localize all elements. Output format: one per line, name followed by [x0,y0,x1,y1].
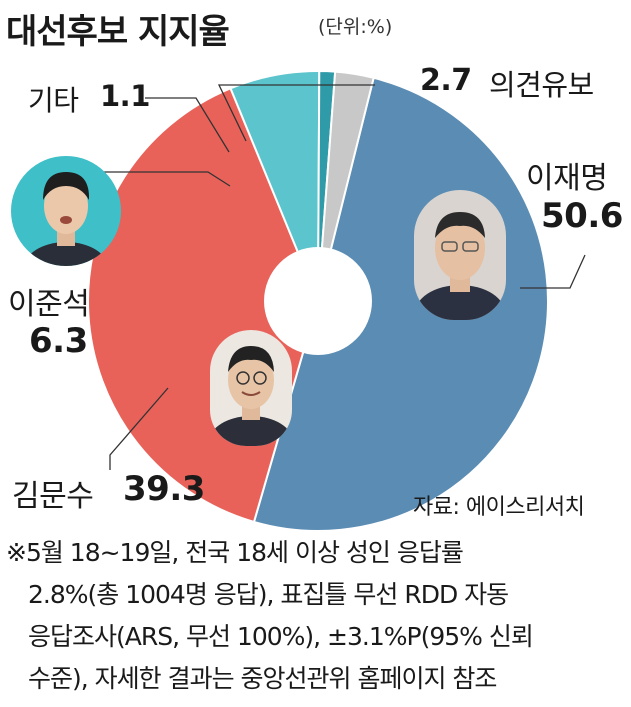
label-undecided-name: 의견유보 [489,68,594,102]
label-jun-name: 이준석 [8,287,90,322]
pie-slice [252,76,549,532]
label-undecided-value: 2.7 [420,63,472,98]
source-label: 자료: 에이스리서치 [413,495,585,520]
footnote: ※5월 18~19일, 전국 18세 이상 성인 응답률 2.8%(총 1004… [6,532,628,700]
donut-hole [264,247,372,355]
label-etc-name: 기타 [28,84,79,117]
leader-line-lee [520,254,586,289]
label-lee-value: 50.6 [541,196,623,236]
label-kim-value: 39.3 [123,469,205,509]
lee-photo [414,190,506,320]
unit-label: (단위:%) [318,16,393,38]
label-etc-value: 1.1 [100,79,150,113]
footnote-line: ※5월 18~19일, 전국 18세 이상 성인 응답률 [6,538,464,567]
pie-slice [317,70,375,302]
label-lee-name: 이재명 [526,161,608,196]
chart-title: 대선후보 지지율 [6,12,230,52]
label-kim-name: 김문수 [12,479,94,514]
kim-photo [210,330,292,446]
footnote-line: 수준), 자세한 결과는 중앙선관위 홈페이지 참조 [28,664,497,693]
footnote-line: 2.8%(총 1004명 응답), 표집틀 무선 RDD 자동 [28,580,509,609]
label-jun-value: 6.3 [29,321,88,361]
leader-line-etc [145,97,230,153]
jun-photo [11,156,121,266]
leader-line-kim [109,387,169,470]
footnote-line: 응답조사(ARS, 무선 100%), ±3.1%P(95% 신뢰 [28,622,534,651]
leader-line-undecided [217,84,375,142]
